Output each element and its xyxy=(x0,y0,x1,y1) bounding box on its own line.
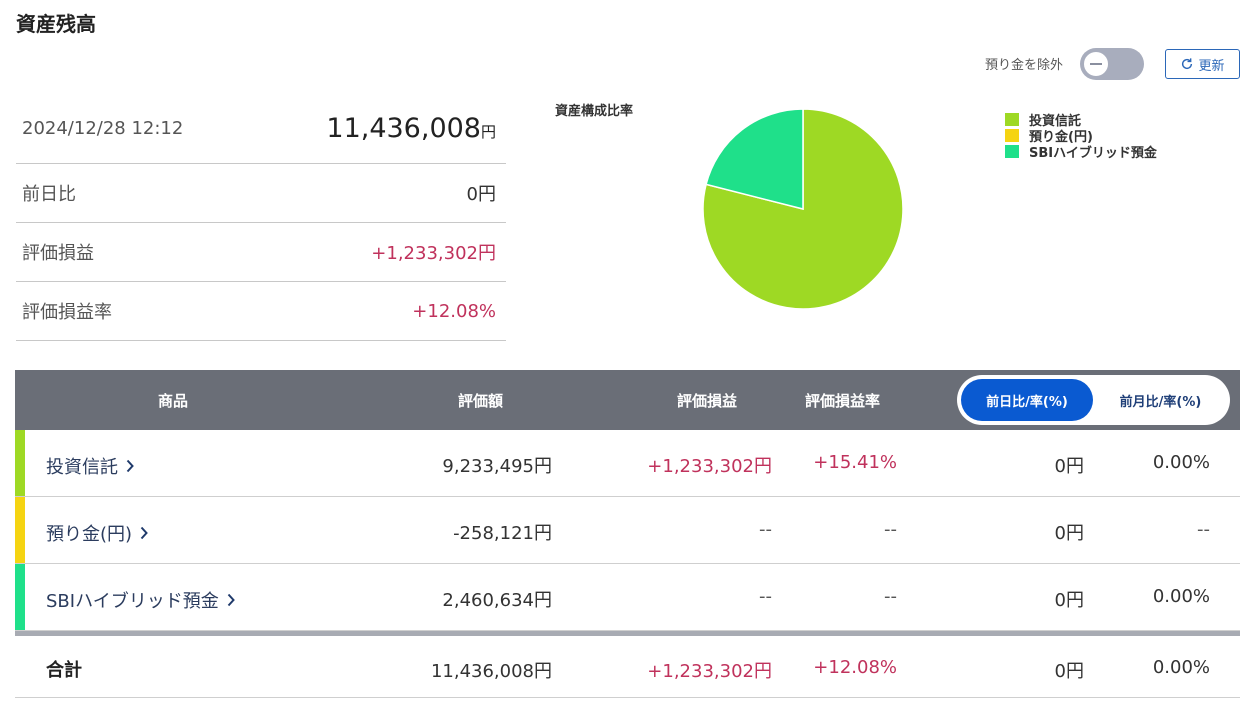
row-color-bar xyxy=(15,497,25,563)
total-valuation: 11,436,008円 xyxy=(430,661,552,682)
chart-legend: 投資信託 預り金(円) SBIハイブリッド預金 xyxy=(1005,111,1157,161)
period-toggle: 前日比/率(%) 前月比/率(%) xyxy=(957,375,1230,425)
refresh-icon xyxy=(1182,58,1193,70)
legend-label: 投資信託 xyxy=(1029,113,1082,129)
chevron-right-icon xyxy=(140,526,148,540)
legend-label: SBIハイブリッド預金 xyxy=(1029,145,1157,161)
legend-label: 預り金(円) xyxy=(1029,129,1093,145)
table-row: SBIハイブリッド預金 2,460,634円 -- -- 0円 0.00% xyxy=(15,564,1240,631)
summary-row-day-change: 前日比 0円 xyxy=(16,164,506,223)
asset-pie-chart xyxy=(702,108,904,310)
total-day-rate: 0.00% xyxy=(1152,657,1210,678)
row-pl: -- xyxy=(759,586,772,607)
exclude-deposit-toggle[interactable] xyxy=(1080,48,1144,80)
row-name: 預り金(円) xyxy=(46,524,133,545)
header-valuation: 評価額 xyxy=(458,392,504,410)
chart-title: 資産構成比率 xyxy=(555,104,634,119)
legend-swatch xyxy=(1005,144,1019,158)
legend-item: 預り金(円) xyxy=(1005,127,1157,145)
row-day-rate: -- xyxy=(1197,519,1210,540)
summary-label: 評価損益率 xyxy=(22,302,112,323)
row-link-deposit[interactable]: 預り金(円) xyxy=(46,520,148,546)
table-total-row: 合計 11,436,008円 +1,233,302円 +12.08% 0円 0.… xyxy=(15,636,1240,698)
summary-row-pl: 評価損益 +1,233,302円 xyxy=(16,223,506,282)
summary-label: 評価損益 xyxy=(22,243,94,264)
exclude-deposit-label: 預り金を除外 xyxy=(985,58,1064,73)
total-label: 合計 xyxy=(46,660,82,681)
row-pl-rate: +15.41% xyxy=(813,452,897,473)
pie-slice-2 xyxy=(705,108,804,210)
row-link-sbi-hybrid[interactable]: SBIハイブリッド預金 xyxy=(46,587,235,613)
row-pl-rate: -- xyxy=(884,586,897,607)
table-header: 商品 評価額 評価損益 評価損益率 前日比/率(%) 前月比/率(%) xyxy=(15,370,1240,430)
legend-swatch xyxy=(1005,112,1019,126)
legend-item: 投資信託 xyxy=(1005,111,1157,129)
summary-label: 前日比 xyxy=(22,184,76,205)
header-pl-rate: 評価損益率 xyxy=(805,392,881,410)
total-pl-rate: +12.08% xyxy=(813,657,897,678)
row-color-bar xyxy=(15,564,25,630)
month-change-tab[interactable]: 前月比/率(%) xyxy=(1119,394,1202,410)
row-pl: -- xyxy=(759,519,772,540)
summary-total-unit: 円 xyxy=(480,123,496,141)
summary-row-pl-rate: 評価損益率 +12.08% xyxy=(16,282,506,341)
legend-swatch xyxy=(1005,128,1019,142)
table-row: 預り金(円) -258,121円 -- -- 0円 -- xyxy=(15,497,1240,564)
summary-total-row: 2024/12/28 12:12 11,436,008円 xyxy=(16,94,506,164)
legend-item: SBIハイブリッド預金 xyxy=(1005,143,1157,161)
holdings-table: 商品 評価額 評価損益 評価損益率 前日比/率(%) 前月比/率(%) 投資信託… xyxy=(15,370,1240,698)
row-valuation: 2,460,634円 xyxy=(442,590,552,611)
chevron-right-icon xyxy=(126,459,134,473)
summary-total: 11,436,008円 xyxy=(326,113,496,144)
summary-value: 0円 xyxy=(466,184,496,205)
refresh-button[interactable]: 更新 xyxy=(1165,49,1240,79)
row-link-investment-trust[interactable]: 投資信託 xyxy=(46,453,134,479)
row-day-rate: 0.00% xyxy=(1152,586,1210,607)
row-color-bar xyxy=(15,430,25,496)
row-day-change: 0円 xyxy=(1054,523,1084,544)
row-day-change: 0円 xyxy=(1054,456,1084,477)
row-name: SBIハイブリッド預金 xyxy=(46,591,219,612)
row-pl-rate: -- xyxy=(884,519,897,540)
total-pl: +1,233,302円 xyxy=(647,661,772,682)
row-pl: +1,233,302円 xyxy=(647,456,772,477)
summary-datetime: 2024/12/28 12:12 xyxy=(22,118,184,139)
summary-panel: 2024/12/28 12:12 11,436,008円 前日比 0円 評価損益… xyxy=(16,94,506,341)
header-pl: 評価損益 xyxy=(677,392,738,410)
row-name: 投資信託 xyxy=(46,457,118,478)
refresh-label: 更新 xyxy=(1198,58,1225,74)
row-day-rate: 0.00% xyxy=(1152,452,1210,473)
day-change-tab[interactable]: 前日比/率(%) xyxy=(961,379,1093,421)
row-valuation: -258,121円 xyxy=(453,523,552,544)
table-row: 投資信託 9,233,495円 +1,233,302円 +15.41% 0円 0… xyxy=(15,430,1240,497)
total-day-change: 0円 xyxy=(1054,661,1084,682)
page-title: 資産残高 xyxy=(16,12,96,36)
summary-value: +1,233,302円 xyxy=(371,243,496,264)
summary-total-value: 11,436,008 xyxy=(326,113,481,144)
header-product: 商品 xyxy=(158,392,189,410)
row-day-change: 0円 xyxy=(1054,590,1084,611)
row-valuation: 9,233,495円 xyxy=(442,456,552,477)
toggle-knob xyxy=(1083,51,1109,77)
summary-value: +12.08% xyxy=(412,300,496,322)
total-divider xyxy=(15,631,1240,636)
chevron-right-icon xyxy=(227,593,235,607)
